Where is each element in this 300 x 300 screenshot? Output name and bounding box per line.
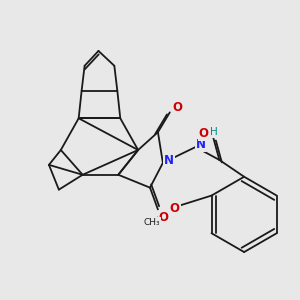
Text: N: N (164, 154, 174, 167)
Text: O: O (159, 211, 169, 224)
Text: CH₃: CH₃ (144, 218, 160, 227)
Text: H: H (209, 127, 217, 137)
Text: O: O (173, 101, 183, 114)
Text: O: O (199, 127, 208, 140)
Text: O: O (170, 202, 180, 215)
Text: N: N (196, 138, 206, 151)
